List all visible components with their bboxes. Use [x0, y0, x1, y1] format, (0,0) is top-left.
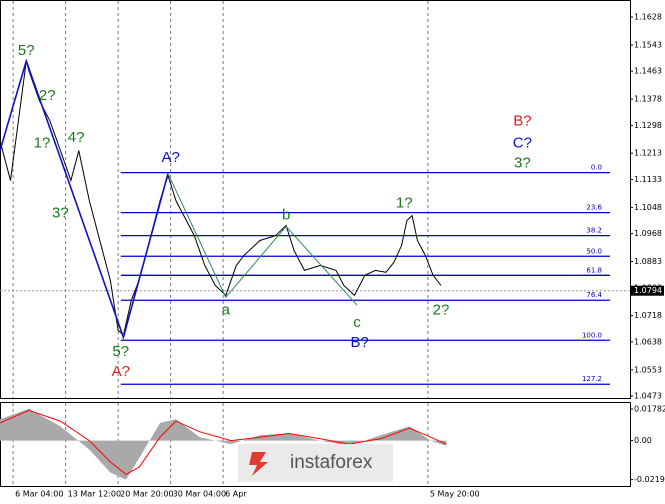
x-tick-label: 13 Mar 12:00	[68, 490, 121, 499]
y-tick-label: 1.1463	[634, 67, 662, 76]
wave-label: 3?	[52, 205, 69, 222]
x-tick-label: 20 Mar 20:00	[120, 490, 173, 499]
y-tick-label: -0.02198	[634, 475, 665, 484]
y-tick-label: 1.0553	[634, 365, 662, 374]
wave-label: b	[282, 207, 290, 224]
price-line	[0, 60, 442, 337]
watermark-logo	[249, 452, 268, 476]
y-tick-label: 0.01782	[634, 404, 665, 413]
y-tick-label: 1.1378	[634, 95, 662, 104]
wave-label: 5?	[112, 343, 129, 360]
y-tick-label: 1.0473	[634, 392, 662, 401]
wave-label: C?	[513, 135, 532, 152]
fib-label: 61.8	[586, 266, 602, 274]
wave-label: 2?	[433, 301, 450, 318]
y-tick-label: 1.1543	[634, 40, 662, 49]
oscillator-area	[0, 408, 447, 480]
y-tick-label: 1.0883	[634, 257, 662, 266]
wave-label: 5?	[18, 42, 35, 59]
wave-label: 4?	[68, 129, 85, 146]
fib-label: 50.0	[586, 247, 602, 255]
wave-label: B?	[513, 113, 531, 130]
wave-line	[167, 173, 358, 306]
wave-label: c	[353, 314, 361, 331]
fib-label: 76.4	[586, 291, 602, 299]
wave-label: A?	[112, 363, 130, 380]
x-tick-label: 5 May 20:00	[430, 490, 480, 499]
x-tick-label: 6 Apr	[225, 490, 247, 499]
wave-label: 1?	[34, 135, 51, 152]
x-tick-label: 30 Mar 04:00	[173, 490, 226, 499]
fib-label: 23.6	[586, 204, 602, 212]
x-tick-label: 6 Mar 04:00	[15, 490, 63, 499]
y-tick-label: 1.1048	[634, 203, 662, 212]
fib-label: 0.0	[591, 164, 602, 172]
watermark: instaforex	[238, 444, 393, 482]
signal-line	[0, 409, 447, 475]
wave-line	[0, 58, 169, 340]
fib-label: 38.2	[586, 227, 602, 235]
main-panel	[0, 0, 631, 399]
y-tick-label: 1.1628	[634, 13, 662, 22]
wave-label: A?	[161, 149, 179, 166]
wave-label: 2?	[39, 87, 56, 104]
wave-label: B?	[350, 334, 368, 351]
y-tick-label: 1.1298	[634, 121, 662, 130]
y-tick-label: 1.0968	[634, 229, 662, 238]
wave-label: 1?	[396, 194, 413, 211]
wave-label: a	[222, 301, 231, 318]
fib-label: 127.2	[582, 375, 602, 383]
watermark-text: instaforex	[290, 452, 373, 473]
y-tick-label: 1.0718	[634, 311, 662, 320]
y-tick-label: 1.0638	[634, 337, 662, 346]
last-price-box	[631, 285, 664, 296]
y-tick-label: 1.1133	[634, 175, 662, 184]
y-tick-label: 0.00	[634, 436, 652, 445]
wave-label: 3?	[514, 155, 531, 172]
last-price-label: 1.0794	[634, 286, 662, 295]
fib-label: 100.0	[582, 331, 602, 339]
y-tick-label: 1.1213	[634, 149, 662, 158]
